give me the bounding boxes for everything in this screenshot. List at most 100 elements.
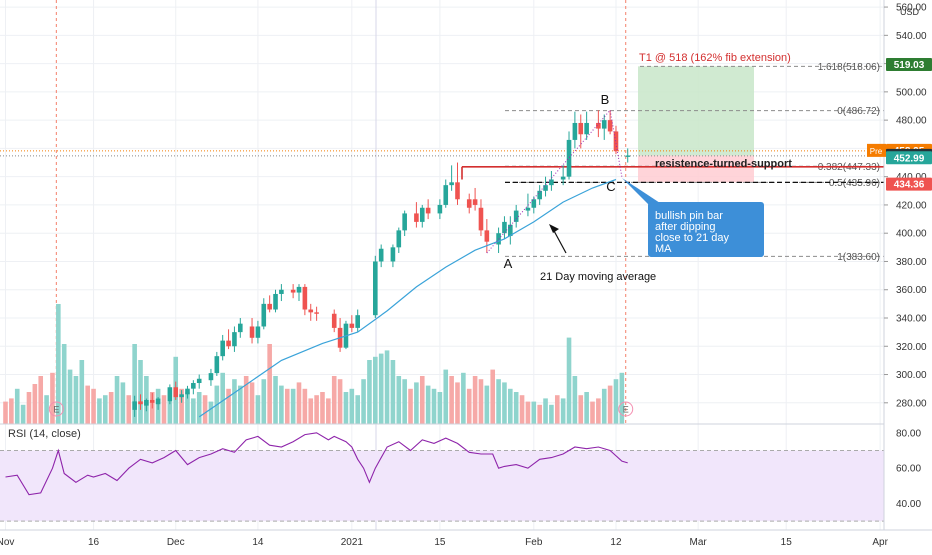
volume-bars <box>3 304 625 424</box>
price-tick-label: 420.00 <box>896 200 927 211</box>
price-tick-label: 340.00 <box>896 314 927 325</box>
volume-bar <box>243 376 249 424</box>
candle-body <box>185 388 190 395</box>
price-tick-label: 500.00 <box>896 87 927 98</box>
price-tick-label: 560.00 <box>896 3 927 14</box>
candle-body <box>149 399 155 403</box>
volume-bar <box>484 385 490 424</box>
callout-text: after dipping <box>655 221 716 233</box>
candle-body <box>138 401 143 405</box>
volume-bar <box>408 388 413 424</box>
volume-bar <box>161 395 167 424</box>
callout-pointer <box>622 178 660 206</box>
candle-body <box>484 230 490 242</box>
volume-bar <box>490 369 496 424</box>
candle-body <box>396 230 402 248</box>
candle-body <box>331 313 337 328</box>
candle-body <box>261 303 267 327</box>
time-tick-label: 16 <box>88 537 100 548</box>
candle-body <box>173 387 179 398</box>
price-tag <box>886 177 932 191</box>
volume-bar <box>32 384 38 424</box>
volume-bar <box>437 392 443 424</box>
volume-bar <box>537 404 542 424</box>
fib-label: 0.5(435.96) <box>829 178 880 189</box>
volume-bar <box>355 395 360 424</box>
rsi-tick-label: 60.00 <box>896 464 921 475</box>
candle-body <box>419 207 425 222</box>
candle-body <box>601 120 607 129</box>
volume-bar <box>449 376 454 424</box>
stop-zone <box>638 155 754 183</box>
price-tick-label: 380.00 <box>896 257 927 268</box>
volume-bar <box>361 379 366 424</box>
time-axis[interactable]: Nov 16 Dec 14 2021 15 Feb 12 Mar 15 Apr <box>0 529 932 548</box>
price-tick-label: 400.00 <box>896 229 927 240</box>
volume-bar <box>419 376 425 424</box>
volume-bar <box>549 404 554 424</box>
volume-bar <box>3 401 8 424</box>
volume-bar <box>584 392 589 424</box>
price-tag-label: 519.03 <box>894 60 925 71</box>
candle-body <box>414 213 419 222</box>
candle-body <box>607 120 613 132</box>
time-tick-label: 12 <box>610 537 622 548</box>
candle-body <box>238 323 243 333</box>
volume-bar <box>508 388 513 424</box>
pre-tag-label: Pre <box>870 147 883 156</box>
volume-bar <box>56 304 61 424</box>
rsi-panel: RSI (14, close) <box>0 428 884 522</box>
candle-body <box>196 378 202 384</box>
volume-bar <box>102 395 108 424</box>
price-tag <box>886 57 932 71</box>
time-tick-label: 2021 <box>341 537 364 548</box>
volume-bar <box>179 388 184 424</box>
candle-body <box>155 398 161 405</box>
price-axis[interactable]: 280.00 300.00 320.00 340.00 360.00 380.00 400.… <box>867 0 932 550</box>
volume-bar <box>478 379 484 424</box>
earnings-marker-label: E <box>53 405 59 415</box>
volume-bar <box>185 392 190 424</box>
arrow-head-icon <box>549 224 559 233</box>
candlesticks <box>132 110 631 417</box>
volume-bar <box>279 385 284 424</box>
candle-body <box>560 176 566 180</box>
candle-body <box>273 293 278 310</box>
volume-bar <box>202 395 208 424</box>
candle-body <box>502 221 507 234</box>
candle-body <box>226 340 231 347</box>
candle-body <box>214 356 220 374</box>
rsi-tick-label: 40.00 <box>896 499 921 510</box>
volume-bar <box>126 395 132 424</box>
volume-bar <box>396 376 402 424</box>
volume-bar <box>601 388 607 424</box>
candle-body <box>449 182 454 186</box>
candle-body <box>466 199 472 208</box>
volume-bar <box>513 392 519 424</box>
candle-body <box>437 204 443 214</box>
volume-bar <box>472 376 478 424</box>
volume-bar <box>9 398 14 424</box>
candle-body <box>355 315 360 328</box>
candle-body <box>402 213 407 231</box>
candle-body <box>513 210 519 222</box>
candle-body <box>549 179 554 186</box>
rsi-line <box>5 432 628 496</box>
moving-average-line <box>198 178 617 418</box>
point-a-label: A <box>504 256 513 271</box>
pre-tag <box>867 143 886 157</box>
volume-bar <box>61 344 67 424</box>
volume-bar <box>138 360 143 424</box>
rsi-band <box>0 450 884 522</box>
volume-bar <box>590 401 595 424</box>
volume-bar <box>273 376 278 424</box>
volume-bar <box>50 372 55 424</box>
candle-body <box>255 326 261 338</box>
volume-bar <box>261 379 267 424</box>
volume-bar <box>232 379 237 424</box>
callout-body <box>648 202 764 257</box>
candle-body <box>267 303 272 310</box>
volume-bar <box>466 388 472 424</box>
